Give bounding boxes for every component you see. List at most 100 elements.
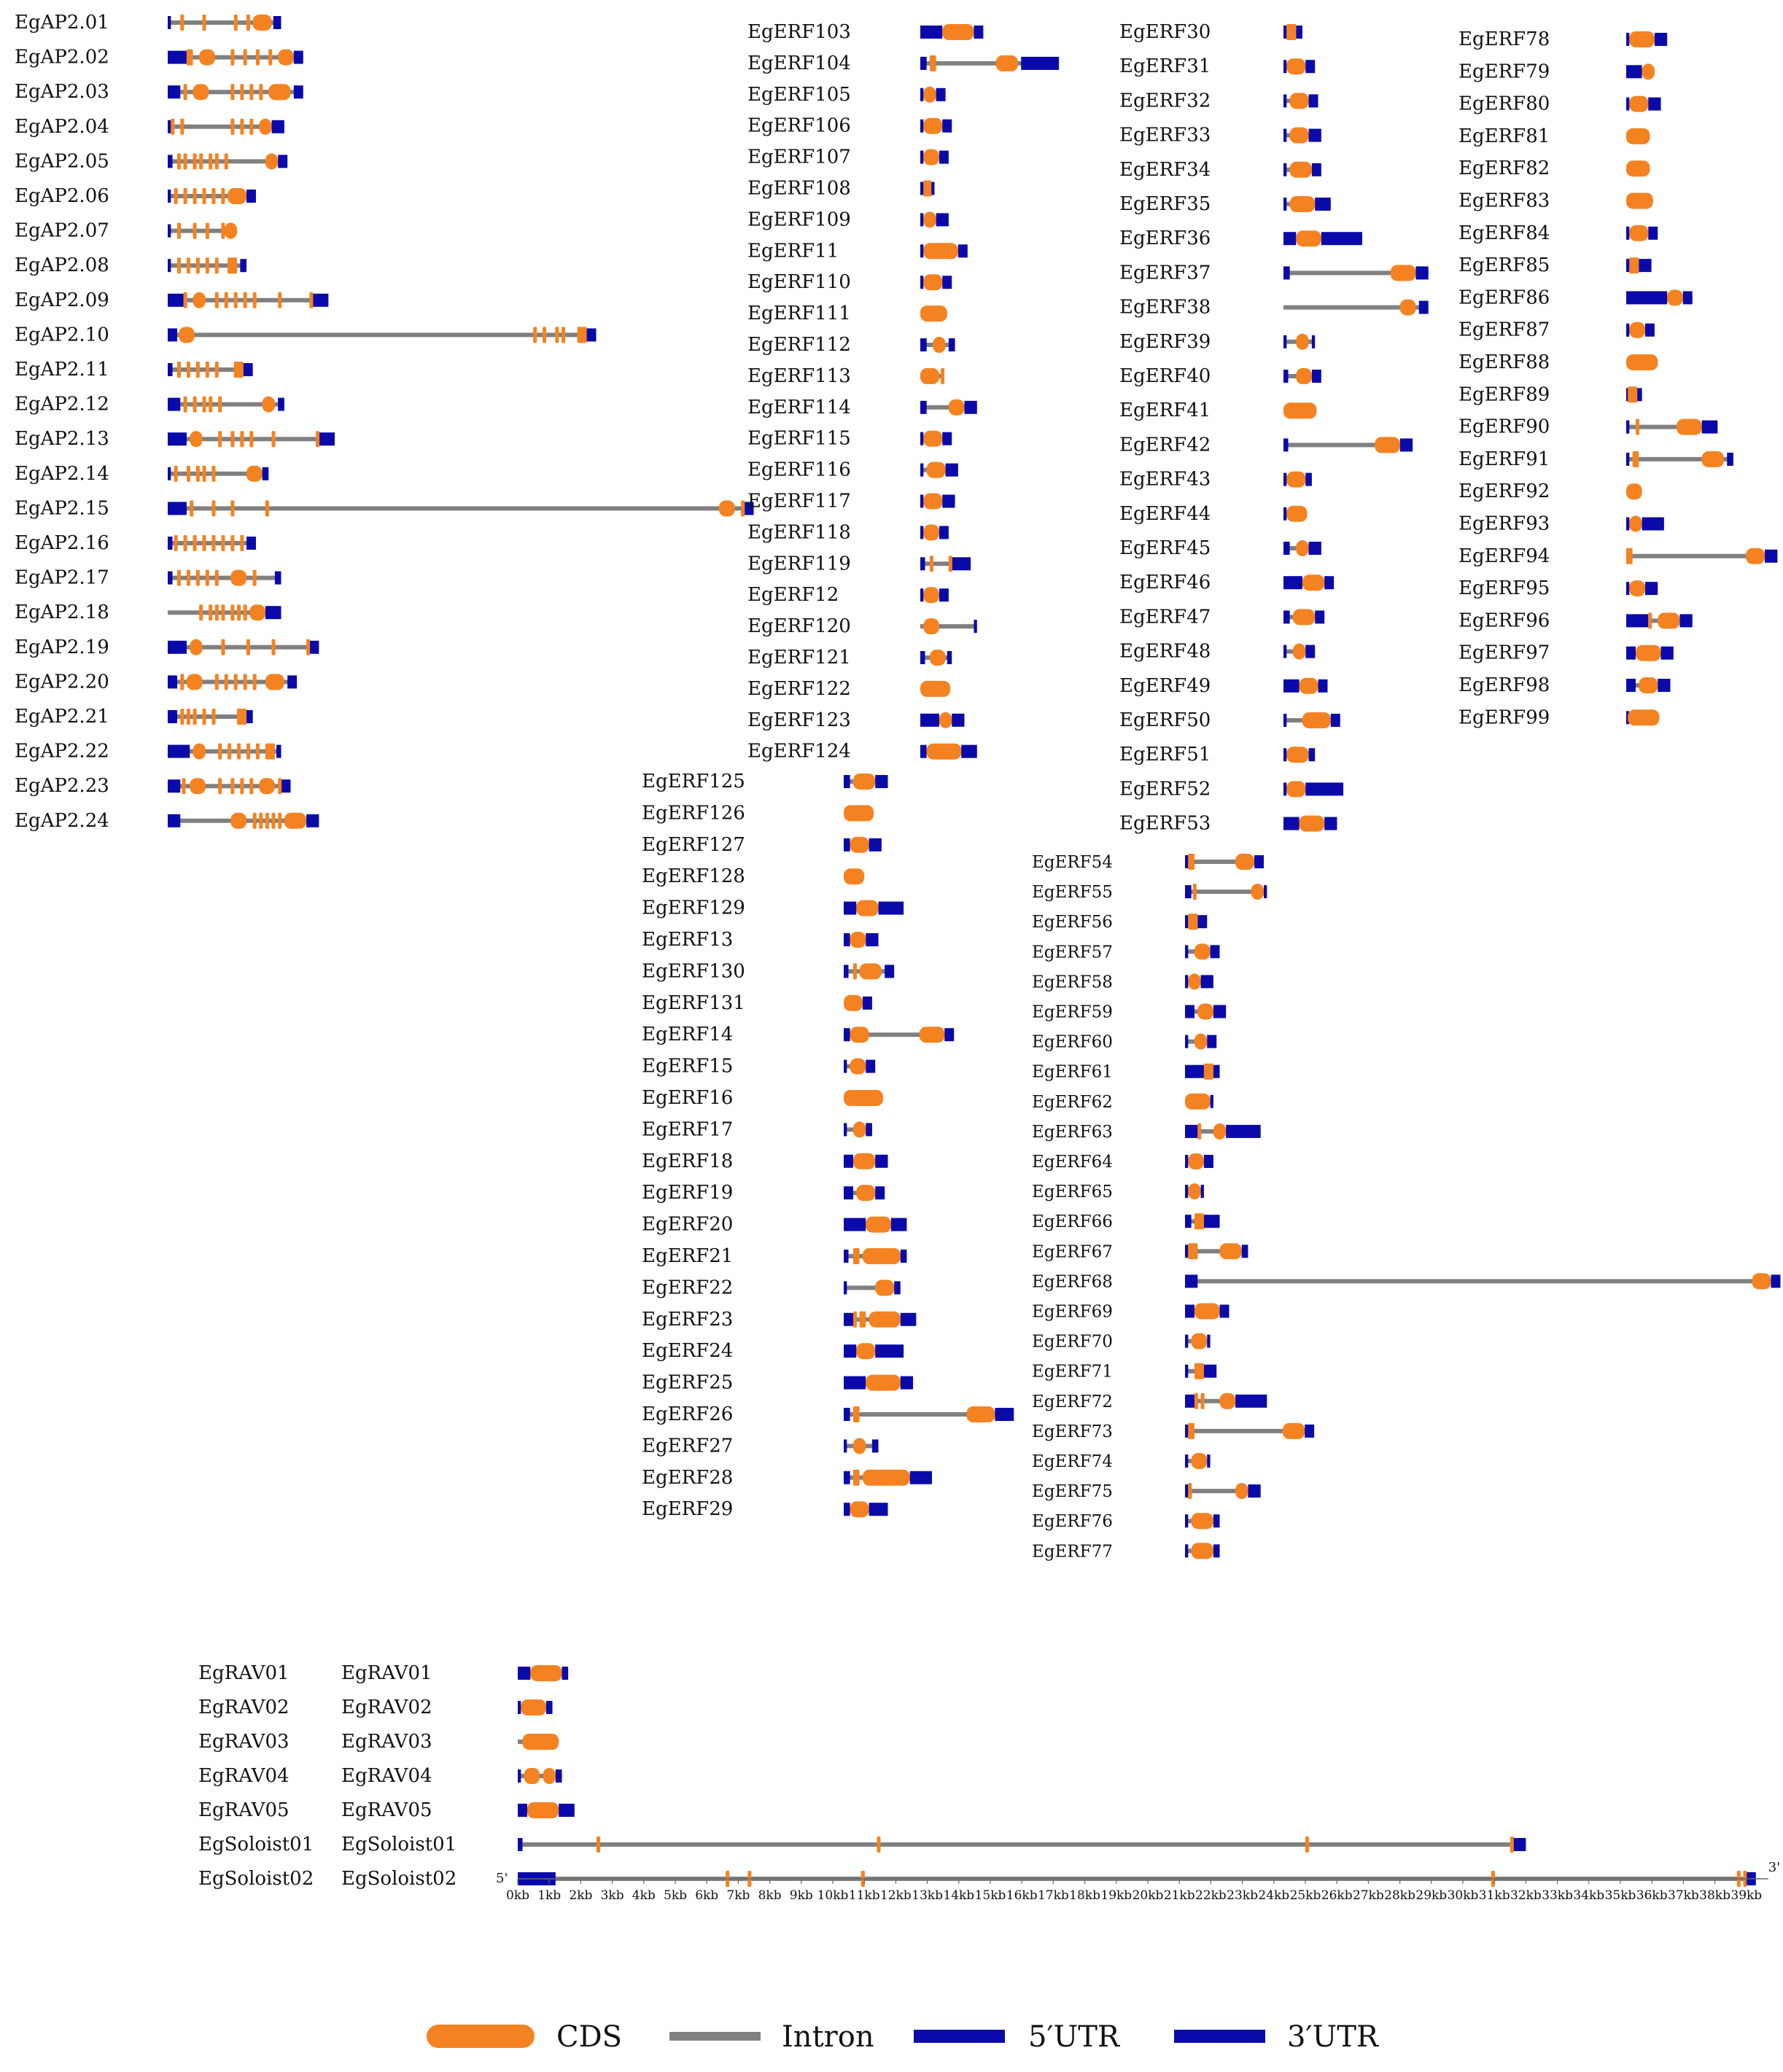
utr5-block [1185,1514,1189,1528]
legend-intron-swatch [669,2032,761,2041]
gene-label: EgAP2.01 [15,12,109,34]
cds-exon [1296,333,1309,350]
utr3-block [1235,1394,1267,1408]
cds-exon [209,396,213,413]
gene-label: EgERF27 [642,1435,733,1457]
utr3-block [900,1376,914,1390]
legend: CDS Intron 5′UTR 3′UTR [427,2020,1380,2054]
cds-exon [1296,368,1312,384]
cds-exon [233,15,238,31]
gene-label: EgERF84 [1458,222,1550,244]
axis-start-label: 5' [496,1871,508,1886]
cds-exon [1629,580,1645,597]
gene-row: EgERF110 [747,271,952,293]
utr3-block [974,26,984,39]
utr5-block [1626,323,1630,337]
gene-row: EgRAV02 EgRAV02 [198,1697,553,1718]
utr3-block [936,87,946,101]
cds-exon [844,1090,883,1106]
utr3-block [1701,420,1718,434]
cds-exon [1194,1303,1220,1320]
gene-label: EgERF81 [1458,125,1550,147]
cds-exon [533,327,537,343]
utr5-block [1626,259,1630,273]
cds-exon [923,180,932,197]
gene-row: EgERF84 [1458,222,1658,244]
gene-label: EgERF28 [642,1467,733,1489]
utr3-block [1213,1514,1220,1528]
utr3-block [885,965,895,978]
gene-label: EgAP2.12 [15,394,109,416]
cds-exon [1219,1243,1242,1260]
utr3-block [1213,1005,1227,1019]
axis-tick-label: 13kb [912,1888,943,1903]
cds-exon [923,211,936,228]
cds-exon [862,1248,901,1264]
panel-ap2: EgAP2.01 EgAP2.02 EgAP2.03 EgAP2.04 EgAP2.05… [15,12,754,832]
cds-exon [1626,354,1658,370]
cds-exon [527,1802,559,1818]
gene-row: EgAP2.05 [15,150,288,172]
gene-row: EgRAV04 EgRAV04 [198,1765,562,1787]
gene-row: EgERF77 [1032,1542,1220,1561]
cds-exon [246,639,250,655]
utr3-block [1305,60,1316,74]
cds-exon [1296,230,1321,247]
gene-label: EgERF30 [1119,21,1211,43]
utr5-block [168,293,184,307]
cds-exon [221,604,225,621]
gene-row: EgERF30 [1119,21,1302,43]
gene-label: EgERF16 [642,1087,733,1109]
utr5-block [920,400,927,414]
cds-exon [850,836,869,853]
gene-label: EgERF42 [1119,434,1211,456]
cds-exon [199,604,203,621]
gene-row: EgAP2.09 [15,289,329,311]
cds-exon [850,1058,866,1075]
cds-exon [262,396,275,413]
gene-label: EgSoloist02 [198,1868,314,1890]
utr5-block [1185,915,1189,929]
gene-label: EgRAV04 [198,1765,290,1787]
cds-exon [265,812,269,829]
gene-label: EgERF91 [1458,448,1550,470]
utr5-block [920,26,943,39]
gene-row: EgERF131 [642,992,872,1014]
gene-row: EgRAV03 EgRAV03 [198,1731,559,1753]
gene-row: EgERF98 [1458,674,1671,696]
cds-exon [195,257,200,274]
cds-exon [923,587,939,604]
cds-exon [221,535,225,551]
utr5-block [1185,1304,1195,1318]
cds-exon [193,709,197,725]
gene-label: EgERF51 [1119,744,1211,766]
cds-exon [1629,257,1639,274]
gene-label: EgERF87 [1458,319,1550,341]
cds-exon [1399,299,1416,316]
utr3-block [276,744,281,758]
cds-exon [183,292,187,308]
cds-exon [1251,884,1264,900]
utr3-block [273,16,281,29]
axis-tick-label: 10kb [817,1888,849,1903]
utr3-block [1207,1334,1211,1348]
gene-row: EgERF60 [1032,1033,1217,1052]
gene-label: EgERF26 [642,1403,733,1425]
cds-exon [852,1311,857,1328]
cds-exon [268,84,291,101]
cds-exon [856,1343,876,1360]
cds-exon [1188,914,1198,930]
cds-exon [1194,943,1211,960]
utr3-block [1207,1035,1217,1048]
cds-exon [230,118,235,135]
gene-label: EgERF80 [1458,93,1550,115]
utr5-block [518,1804,527,1817]
utr5-block [1283,335,1287,348]
gene-row: EgAP2.10 [15,324,597,346]
cds-exon [249,778,254,795]
gene-row: EgERF55 [1032,883,1267,902]
legend-cds-swatch [427,2025,535,2048]
utr5-block [1283,714,1287,727]
cds-exon [174,465,178,482]
gene-label: EgERF33 [1119,125,1211,147]
